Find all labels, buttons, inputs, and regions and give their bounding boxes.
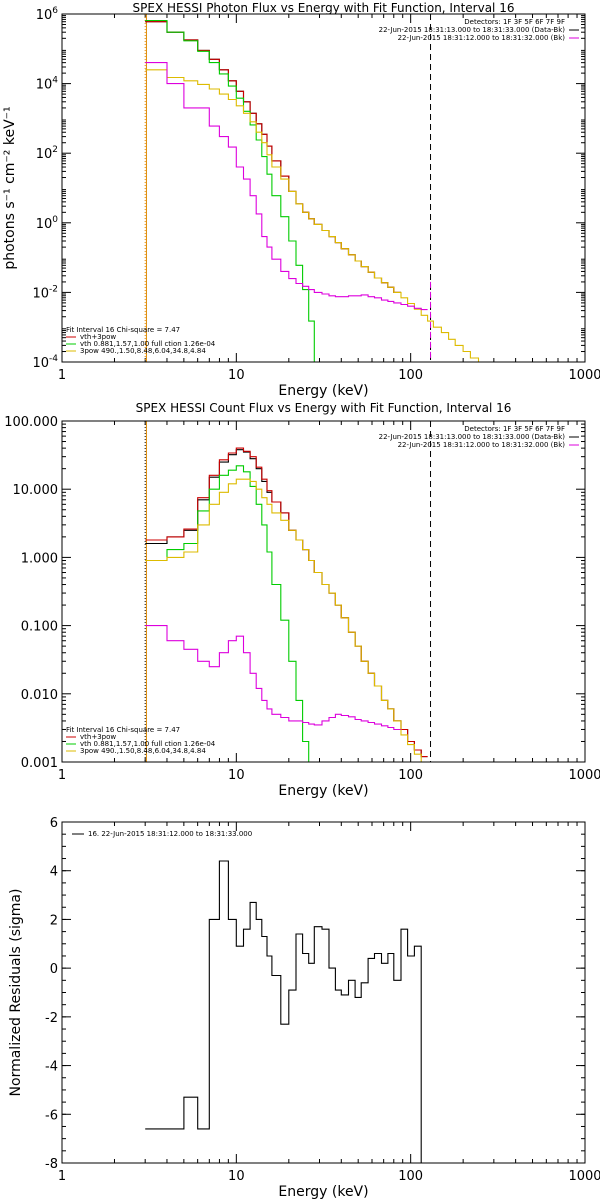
chart-title: SPEX HESSI Photon Flux vs Energy with Fi… (133, 1, 515, 15)
legend-entry: 22-Jun-2015 18:31:13.000 to 18:31:33.000… (379, 433, 566, 441)
y-axis-label: Normalized Residuals (sigma) (8, 889, 24, 1097)
x-tick-label: 1 (58, 1169, 66, 1184)
x-tick-label: 100 (398, 1169, 423, 1184)
x-tick-label: 1 (58, 368, 66, 383)
trace-data (145, 21, 401, 293)
x-axis-label: Energy (keV) (278, 783, 368, 799)
x-tick-label: 10 (228, 368, 245, 383)
legend-entry: 16. 22-Jun-2015 18:31:12.000 to 18:31:33… (88, 830, 252, 838)
chart-panel-1: SPEX HESSI Photon Flux vs Energy with Fi… (2, 1, 600, 399)
y-tick-label: -2 (45, 1011, 58, 1026)
legend-entry: vth+3pow (80, 333, 116, 341)
plot-frame (61, 821, 586, 1164)
plot-frame (61, 13, 586, 363)
y-tick-label: 0.001 (21, 756, 58, 771)
y-axis-label: photons s⁻¹ cm⁻² keV⁻¹ (2, 106, 18, 269)
legend-entry: Detectors: 1F 3F 5F 6F 7F 9F (464, 425, 565, 433)
y-tick-label: -4 (45, 1060, 58, 1075)
x-tick-label: 1000 (568, 368, 600, 383)
y-tick-label: 10-4 (32, 354, 58, 371)
trace-thermal (145, 465, 310, 762)
legend-entry: 22-Jun-2015 18:31:13.000 to 18:31:33.000… (379, 26, 566, 34)
legend-entry: vth 0.881,1.57,1.00 full ction 1.26e-04 (80, 340, 216, 348)
trace-nonthermal (145, 69, 480, 362)
legend-entry: Detectors: 1F 3F 5F 6F 7F 9F (464, 18, 565, 26)
legend-entry: Fit Interval 16 Chi-square = 7.47 (66, 326, 180, 334)
y-tick-label: 0 (50, 962, 58, 977)
y-tick-label: 1.000 (21, 551, 58, 566)
trace-background (145, 625, 401, 731)
trace-nonthermal (145, 478, 428, 762)
trace-data (145, 449, 428, 758)
trace-group (145, 447, 428, 762)
trace-group (145, 860, 434, 1163)
chart-title: SPEX HESSI Count Flux vs Energy with Fit… (136, 401, 512, 415)
legend-entry: 22-Jun-2015 18:31:12.000 to 18:31:32.000… (398, 34, 566, 42)
x-tick-label: 100 (398, 368, 423, 383)
y-tick-label: 0.010 (21, 688, 58, 703)
y-tick-label: -8 (45, 1157, 58, 1172)
legend-entry: 3pow 490.,1.50,8.48,6.04,34.8,4.84 (80, 347, 206, 355)
x-tick-label: 100 (398, 768, 423, 783)
trace-background (145, 62, 428, 311)
x-axis-label: Energy (keV) (278, 1184, 368, 1200)
trace-group (145, 19, 480, 362)
y-tick-label: -6 (45, 1108, 58, 1123)
x-tick-label: 1 (58, 768, 66, 783)
x-tick-label: 10 (228, 1169, 245, 1184)
legend-entry: 22-Jun-2015 18:31:12.000 to 18:31:32.000… (398, 441, 566, 449)
y-tick-label: 100.000 (4, 415, 58, 430)
y-tick-label: 10-2 (32, 284, 58, 301)
trace-total (145, 21, 401, 293)
legend-entry: 3pow 490.,1.50,8.48,6.04,34.8,4.84 (80, 747, 206, 755)
x-tick-label: 10 (228, 768, 245, 783)
x-axis-label: Energy (keV) (278, 383, 368, 399)
y-tick-label: 4 (50, 865, 58, 880)
y-tick-label: 104 (36, 76, 59, 93)
y-tick-label: 2 (50, 913, 58, 928)
x-tick-label: 1000 (568, 1169, 600, 1184)
y-tick-label: 6 (50, 816, 58, 831)
plot-frame (61, 420, 586, 763)
y-tick-label: 102 (36, 145, 58, 162)
chart-panel-3: 1 10 100 1000 -8 -6 -4 -2 0 2 4 6 Energy (keV) Normal… (8, 816, 600, 1200)
y-tick-label: 10.000 (13, 483, 59, 498)
x-tick-label: 1000 (568, 768, 600, 783)
y-tick-label: 0.100 (21, 620, 58, 635)
legend-entry: Fit Interval 16 Chi-square = 7.47 (66, 726, 180, 734)
y-tick-label: 100 (36, 215, 59, 232)
y-tick-label: 106 (36, 6, 59, 23)
legend-entry: vth+3pow (80, 733, 116, 741)
trace-total (145, 447, 428, 758)
trace-data (145, 860, 434, 1163)
legend-entry: vth 0.881,1.57,1.00 full ction 1.26e-04 (80, 740, 216, 748)
chart-panel-2: SPEX HESSI Count Flux vs Energy with Fit… (4, 401, 600, 799)
